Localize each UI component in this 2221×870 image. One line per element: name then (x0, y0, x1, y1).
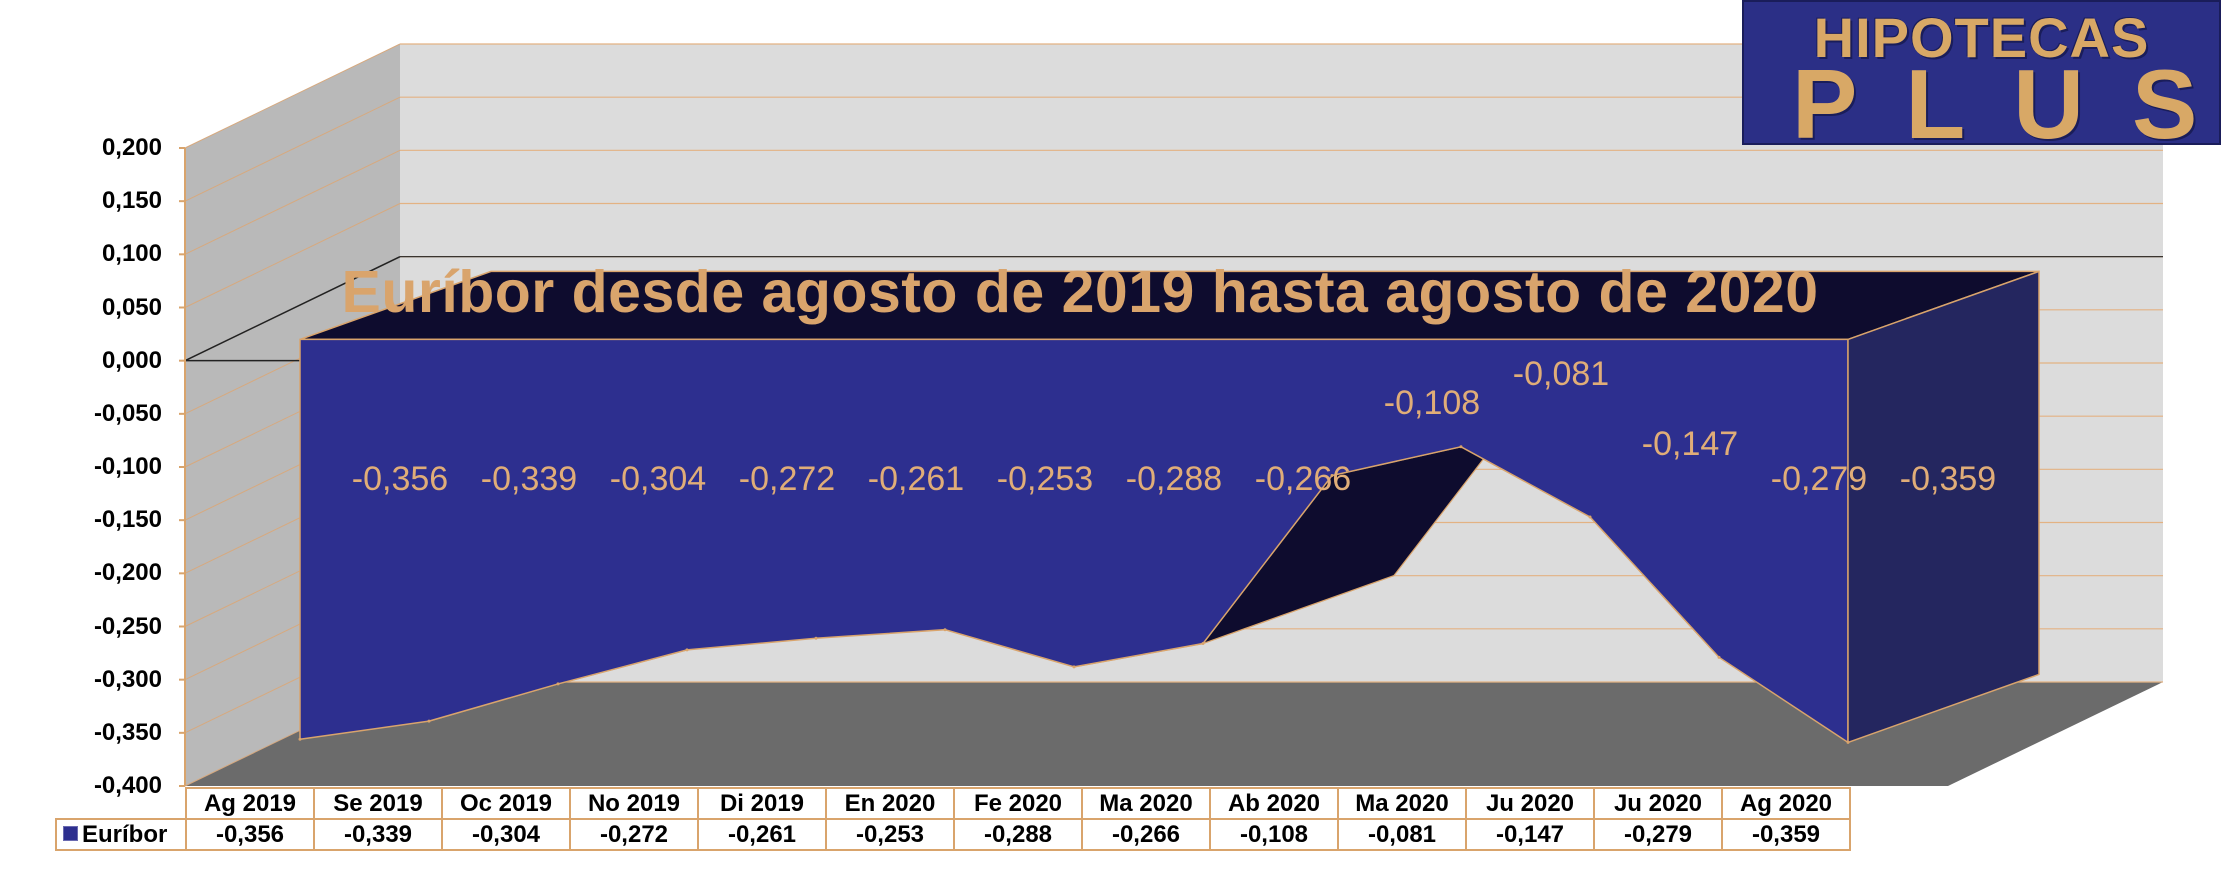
y-tick-label: -0,150 (93, 506, 162, 534)
x-tick-label: Ju 2020 (1465, 787, 1595, 820)
data-point (556, 682, 560, 686)
series-front-face (299, 338, 1849, 744)
x-tick-label: Ag 2020 (1721, 787, 1851, 820)
data-table-value: -0,266 (1081, 818, 1211, 851)
data-point (1201, 642, 1205, 646)
data-point (814, 636, 818, 640)
data-point (1072, 665, 1076, 669)
gridline-side (184, 203, 401, 308)
x-tick-label: Ag 2019 (185, 787, 315, 820)
y-tick-label: -0,300 (93, 665, 162, 693)
data-point (1588, 515, 1592, 519)
y-tick-label: 0,200 (101, 134, 162, 161)
zero-line-side (184, 255, 401, 362)
data-label: -0,304 (609, 460, 707, 498)
data-label: -0,356 (351, 460, 449, 498)
data-table-header-row: Ag 2019 Se 2019 Oc 2019 No 2019 Di 2019 En 20… (56, 787, 1851, 820)
logo-text-line1: HIPOTECAS (1813, 6, 2150, 69)
data-point (1459, 445, 1463, 449)
data-point (1717, 655, 1721, 659)
data-label: -0,288 (1125, 460, 1223, 498)
gridline-side (184, 149, 401, 255)
x-tick-label: Oc 2019 (441, 787, 571, 820)
data-point (1330, 474, 1334, 478)
data-label: -0,279 (1770, 460, 1868, 498)
data-point (685, 648, 689, 652)
y-tick-label: 0,050 (101, 293, 162, 321)
brand-logo: HIPOTECAS PLUS (1742, 0, 2221, 145)
x-tick-label: Fe 2020 (953, 787, 1083, 820)
x-tick-label: Di 2019 (697, 787, 827, 820)
x-tick-label: En 2020 (825, 787, 955, 820)
floor (185, 682, 2163, 786)
y-tick-label: -0,250 (93, 612, 162, 640)
x-tick-label: No 2019 (569, 787, 699, 820)
data-table-value: -0,108 (1209, 818, 1339, 851)
x-tick-label: Ju 2020 (1593, 787, 1723, 820)
data-table-value: -0,356 (185, 818, 315, 851)
gridline-side (184, 43, 401, 149)
y-tick-label: 0,000 (101, 346, 162, 374)
data-label: -0,266 (1254, 460, 1352, 498)
data-table-value-row: Euríbor -0,356 -0,339 -0,304 -0,272 -0,261 -0… (55, 818, 1851, 851)
series-end-face (1847, 270, 2040, 744)
y-tick-label: -0,200 (93, 559, 162, 587)
data-table-value: -0,147 (1465, 818, 1595, 851)
data-point (298, 737, 302, 741)
legend-series-name: Euríbor (82, 820, 168, 848)
y-tick-label: -0,350 (93, 718, 162, 746)
logo-text-line2: PLUS (1792, 49, 2221, 145)
data-table-value: -0,272 (569, 818, 699, 851)
data-table-value: -0,253 (825, 818, 955, 851)
data-label: -0,108 (1383, 383, 1481, 422)
data-label: -0,261 (867, 460, 965, 498)
chart-data-table: Ag 2019 Se 2019 Oc 2019 No 2019 Di 2019 En 20… (55, 787, 1851, 851)
x-tick-label: Ab 2020 (1209, 787, 1339, 820)
chart-title: Euríbor desde agosto de 2019 hasta agost… (341, 259, 1819, 325)
x-tick-label: Ma 2020 (1337, 787, 1467, 820)
y-tick-label: -0,100 (93, 453, 162, 480)
data-label: -0,272 (738, 460, 836, 498)
data-table-value: -0,279 (1593, 818, 1723, 851)
data-label: -0,147 (1641, 424, 1739, 463)
y-tick-label: 0,150 (101, 187, 162, 215)
data-table-value: -0,261 (697, 818, 827, 851)
data-table-value: -0,339 (313, 818, 443, 851)
data-label: -0,359 (1899, 460, 1997, 498)
data-table-value: -0,081 (1337, 818, 1467, 851)
data-table-corner (56, 788, 186, 819)
data-point (1846, 740, 1850, 744)
x-tick-label: Se 2019 (313, 787, 443, 820)
legend-swatch (63, 825, 78, 841)
data-table-value: -0,288 (953, 818, 1083, 851)
data-label: -0,253 (996, 460, 1094, 498)
data-label: -0,081 (1512, 354, 1610, 393)
y-tick-label: -0,050 (93, 399, 162, 427)
x-tick-label: Ma 2020 (1081, 787, 1211, 820)
y-tick-label: 0,100 (101, 240, 162, 268)
data-point (427, 719, 431, 723)
gridline-side (184, 96, 401, 202)
data-table-value: -0,304 (441, 818, 571, 851)
data-label: -0,339 (480, 460, 578, 498)
data-table-value: -0,359 (1721, 818, 1851, 851)
data-point (943, 628, 947, 632)
y-tick-label: -0,400 (93, 772, 162, 799)
legend-series-cell: Euríbor (55, 818, 187, 851)
